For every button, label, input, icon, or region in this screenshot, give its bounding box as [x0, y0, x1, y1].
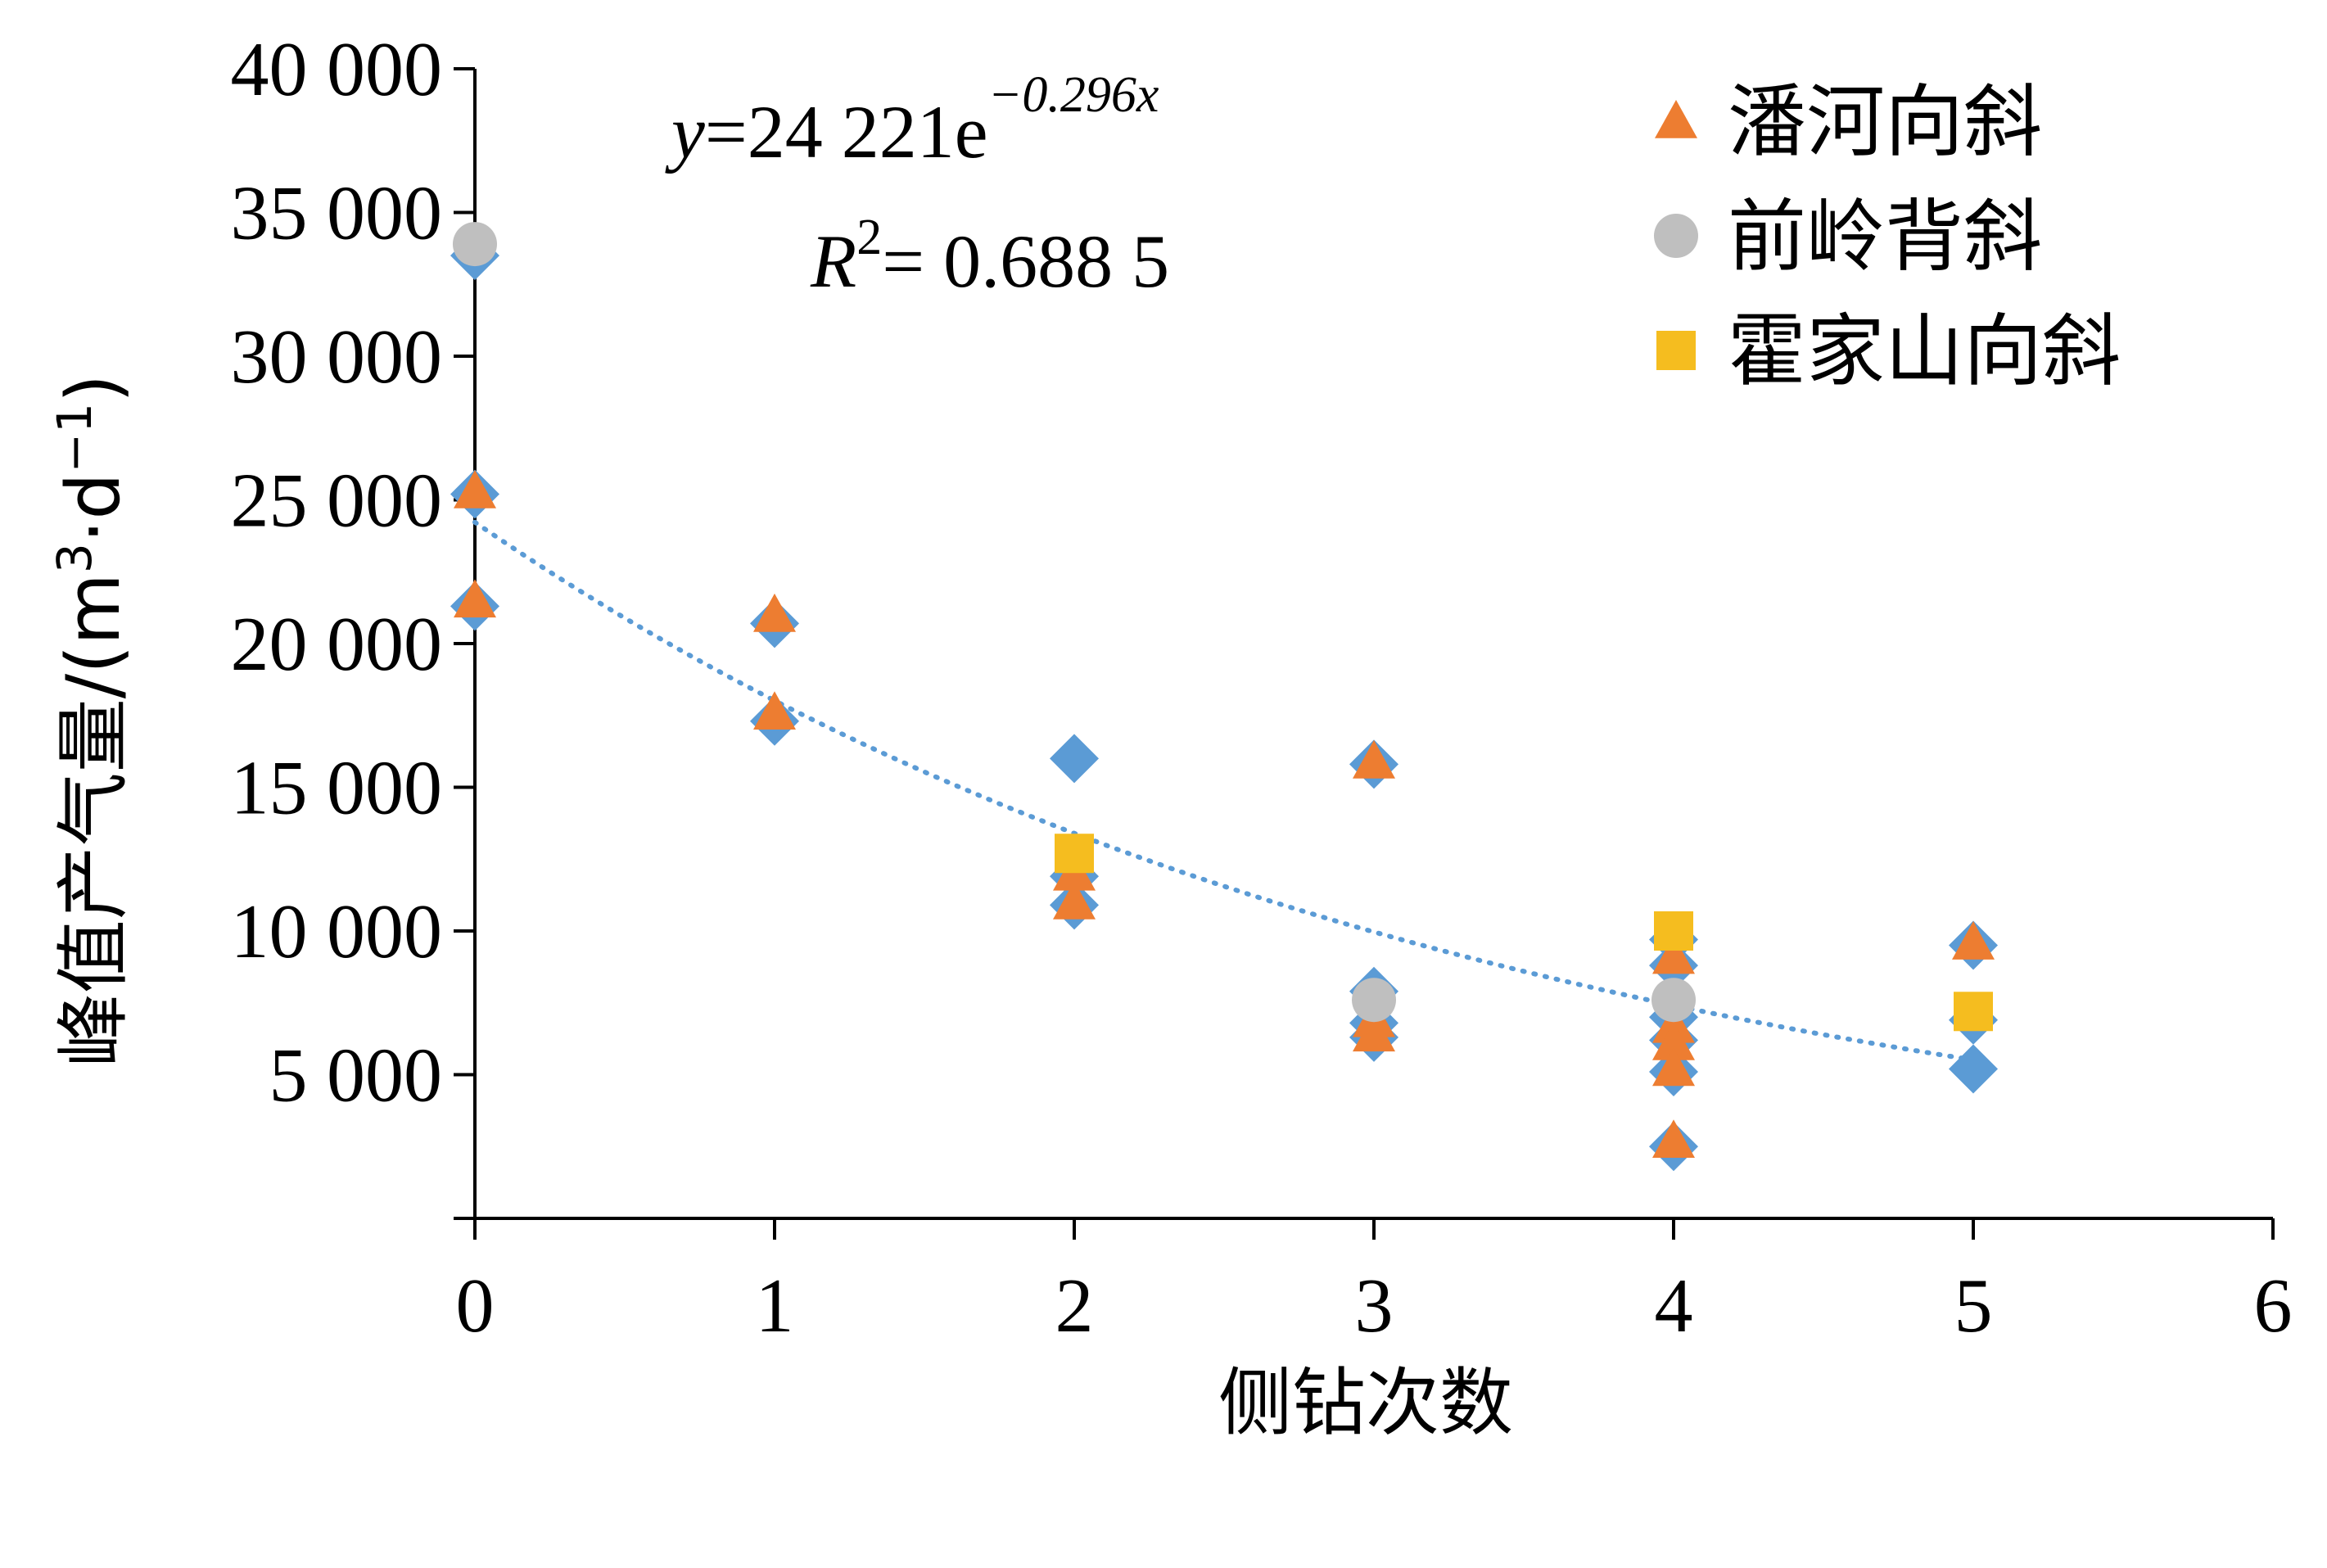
y-axis-title-mid: ·d: [51, 472, 137, 543]
y-axis-title-end: ): [51, 374, 137, 403]
y-axis-title-sup1: 3: [47, 543, 102, 573]
legend-marker-triangle: [1655, 100, 1697, 138]
data-point-square: [1654, 911, 1693, 951]
data-point-triangle: [1053, 880, 1096, 920]
equation-y: y: [665, 90, 705, 174]
trendline: [472, 519, 1976, 1063]
trendline-equation: y=24 221e−0.296x R2= 0.688 5: [665, 67, 1169, 303]
y-tick-label: 20 000: [231, 602, 443, 687]
equation-body: =24 221e: [705, 90, 988, 174]
data-point-triangle: [1652, 1047, 1695, 1087]
data-point-triangle: [1652, 935, 1695, 974]
x-tick-label: 0: [456, 1263, 495, 1349]
data-point-triangle: [753, 691, 796, 730]
data-point-triangle: [454, 579, 496, 618]
data-point-triangle: [1353, 739, 1395, 779]
data-point-triangle: [753, 593, 796, 632]
trendline-layer: [472, 519, 1976, 1063]
y-tick-label: 15 000: [231, 746, 443, 831]
data-point-triangle: [454, 469, 496, 508]
y-axis-title-main: 峰值产气量/(m: [51, 573, 137, 1067]
r2-r: R: [810, 219, 856, 303]
data-point-circle: [1651, 978, 1696, 1023]
data-point-diamond: [1949, 1044, 1998, 1094]
svg-text:R2= 0.688 5: R2= 0.688 5: [810, 210, 1169, 303]
r2-sup: 2: [856, 210, 882, 265]
y-tick-label: 40 000: [231, 27, 443, 112]
data-point-diamond: [1050, 734, 1099, 784]
x-tick-label: 4: [1655, 1263, 1693, 1349]
x-tick-label: 3: [1355, 1263, 1394, 1349]
points-layer: [450, 222, 1998, 1172]
x-tick-label: 2: [1055, 1263, 1094, 1349]
legend-label: 霍家山向斜: [1728, 305, 2121, 397]
y-tick-label: 35 000: [231, 171, 443, 256]
r2-value: = 0.688 5: [882, 219, 1169, 303]
data-point-triangle: [1952, 921, 1995, 960]
data-point-square: [1954, 992, 1993, 1032]
data-point-square: [1055, 834, 1094, 874]
y-tick-label: 25 000: [231, 459, 443, 544]
data-point-circle: [1352, 978, 1396, 1023]
svg-text:y=24 221e−0.296x: y=24 221e−0.296x: [665, 67, 1159, 174]
x-tick-label: 1: [756, 1263, 794, 1349]
y-axis-title-sup2: −1: [47, 403, 102, 473]
data-point-circle: [453, 222, 497, 267]
axes: 5 000 10 000 15 000 20 000 25 000 30 000 35 00…: [231, 27, 2293, 1349]
legend-marker-circle: [1654, 214, 1698, 258]
data-point-triangle: [1652, 1119, 1695, 1159]
x-axis-title: 侧钻次数: [1218, 1360, 1513, 1446]
data-point-triangle: [1353, 1013, 1395, 1052]
legend-marker-square: [1656, 331, 1696, 370]
x-tick-label: 6: [2254, 1263, 2293, 1349]
data-point-triangle: [1652, 1021, 1695, 1060]
y-tick-label: 30 000: [231, 314, 443, 400]
legend-label: 前岭背斜: [1728, 191, 2042, 282]
y-axis-title: 峰值产气量/(m3·d−1): [47, 374, 137, 1067]
y-tick-label: 10 000: [231, 889, 443, 974]
y-tick-label: 5 000: [269, 1033, 443, 1118]
svg-text:峰值产气量/(m3·d−1): 峰值产气量/(m3·d−1): [47, 374, 137, 1067]
x-tick-label: 5: [1954, 1263, 1993, 1349]
equation-exponent: −0.296x: [988, 67, 1159, 123]
legend-label: 潘河向斜: [1728, 76, 2042, 168]
